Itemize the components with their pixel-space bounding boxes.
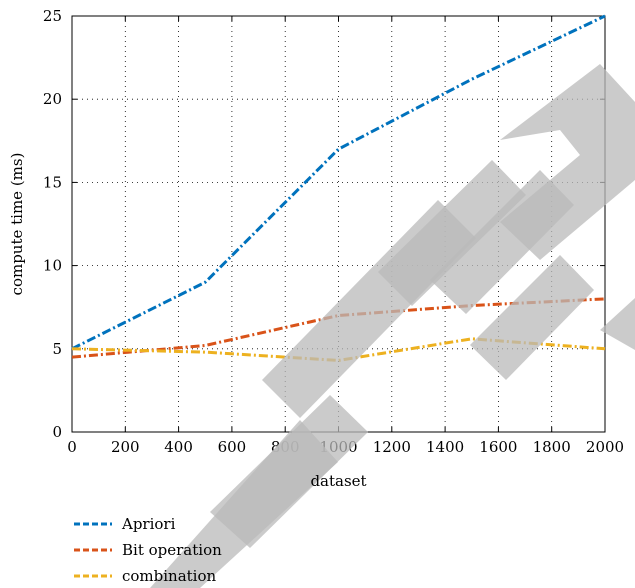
legend-label: Bit operation xyxy=(122,541,222,559)
x-axis-title: dataset xyxy=(310,472,366,490)
y-tick-label: 0 xyxy=(52,423,62,441)
x-tick-label: 600 xyxy=(218,438,247,456)
watermark-shape-e-lower xyxy=(470,255,594,380)
y-tick-label: 5 xyxy=(52,340,62,358)
watermark-shape-t-arm xyxy=(378,160,526,306)
x-tick-label: 0 xyxy=(67,438,77,456)
retracted-watermark xyxy=(150,64,635,588)
watermark-shape-d xyxy=(500,64,635,260)
x-tick-label: 1400 xyxy=(426,438,464,456)
legend: Apriori Bit operation combination xyxy=(74,515,222,585)
y-axis-title: compute time (ms) xyxy=(8,153,26,296)
legend-item: Apriori xyxy=(74,515,176,533)
y-tick-label: 25 xyxy=(43,7,62,25)
legend-label: Apriori xyxy=(121,515,176,533)
watermark-shape-edge xyxy=(600,298,635,350)
x-tick-label: 200 xyxy=(111,438,140,456)
y-tick-label: 10 xyxy=(43,257,62,275)
x-tick-label: 400 xyxy=(164,438,193,456)
y-tick-label: 20 xyxy=(43,90,62,108)
legend-item: Bit operation xyxy=(74,541,222,559)
y-tick-label: 15 xyxy=(43,173,62,191)
x-tick-label: 1800 xyxy=(533,438,571,456)
watermark-shape-e xyxy=(210,395,368,548)
legend-item: combination xyxy=(74,567,217,585)
legend-label: combination xyxy=(122,567,217,585)
x-tick-label: 1600 xyxy=(479,438,517,456)
x-tick-label: 2000 xyxy=(586,438,624,456)
x-tick-label: 1200 xyxy=(373,438,411,456)
